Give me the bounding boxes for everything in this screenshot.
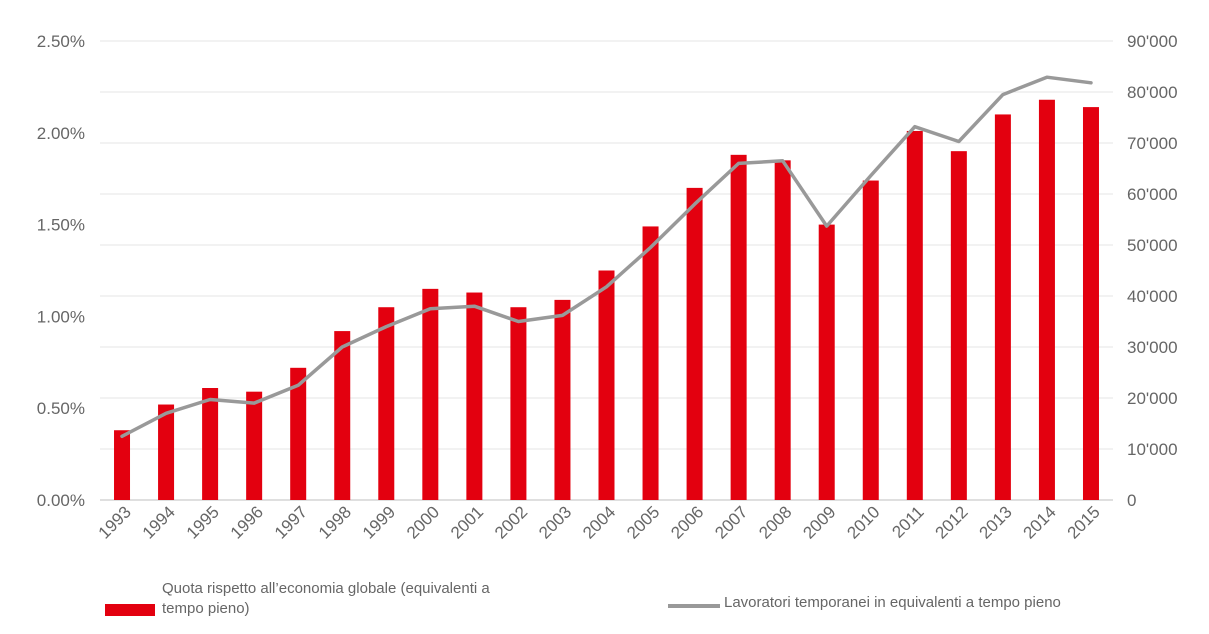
bar <box>1038 99 1055 500</box>
legend-bar-label: Quota rispetto all’economia globale (equ… <box>162 579 622 619</box>
x-axis-tick-label: 2001 <box>447 502 487 542</box>
bar <box>378 307 395 500</box>
left-y-axis: 0.00% 0.50% 1.00% 1.50% 2.00% 2.50% <box>37 32 85 510</box>
x-axis-tick-label: 2007 <box>711 502 751 542</box>
x-axis-tick-label: 1999 <box>359 502 399 542</box>
bar <box>246 391 263 500</box>
x-axis-tick-label: 2008 <box>755 502 795 542</box>
bar <box>422 288 439 500</box>
right-y-axis: 0 10'000 20'000 30'000 40'000 50'000 60'000 70'… <box>1127 32 1178 510</box>
bar <box>290 367 307 500</box>
bar <box>202 388 219 500</box>
x-axis-tick-label: 2000 <box>403 502 443 542</box>
x-axis-tick-label: 1994 <box>139 502 179 542</box>
x-axis-tick-label: 1996 <box>227 502 267 542</box>
right-axis-tick-label: 70'000 <box>1127 134 1178 153</box>
x-axis-tick-label: 1993 <box>95 502 135 542</box>
left-axis-tick-label: 1.50% <box>37 216 85 235</box>
bar <box>114 430 131 500</box>
bar <box>774 160 791 500</box>
bar <box>730 154 747 500</box>
bar-series <box>114 99 1099 501</box>
left-axis-tick-label: 1.00% <box>37 307 85 326</box>
left-axis-tick-label: 0.00% <box>37 491 85 510</box>
x-axis-tick-label: 1995 <box>183 502 223 542</box>
x-axis-tick-label: 2002 <box>491 502 531 542</box>
bar <box>598 270 615 500</box>
left-axis-tick-label: 2.50% <box>37 32 85 51</box>
x-axis-tick-label: 2010 <box>843 502 883 542</box>
x-axis-tick-label: 2013 <box>976 502 1016 542</box>
bar <box>510 307 527 500</box>
x-axis: 1993 1994 1995 1996 1997 1998 1999 2000 2001 2002… <box>95 502 1104 542</box>
x-axis-tick-label: 2004 <box>579 502 619 542</box>
legend-swatch-line <box>668 604 720 608</box>
bar <box>994 114 1011 500</box>
line-series <box>120 75 1093 439</box>
x-axis-tick-label: 2003 <box>535 502 575 542</box>
bar <box>1082 107 1099 500</box>
bar <box>862 180 879 500</box>
x-axis-tick-label: 2011 <box>888 502 927 541</box>
right-axis-tick-label: 30'000 <box>1127 338 1178 357</box>
bar <box>642 226 659 500</box>
legend-bar-label-line2: tempo pieno) <box>162 600 250 617</box>
bar <box>906 130 923 501</box>
x-axis-tick-label: 2015 <box>1064 502 1104 542</box>
x-axis-tick-label: 2012 <box>931 502 971 542</box>
bar <box>818 224 835 500</box>
left-axis-tick-label: 0.50% <box>37 399 85 418</box>
right-axis-tick-label: 90'000 <box>1127 32 1178 51</box>
right-axis-tick-label: 40'000 <box>1127 287 1178 306</box>
legend-line-label: Lavoratori temporanei in equivalenti a t… <box>724 594 1061 611</box>
bar <box>950 151 967 500</box>
right-axis-tick-label: 50'000 <box>1127 236 1178 255</box>
bar <box>466 292 483 500</box>
left-axis-tick-label: 2.00% <box>37 124 85 143</box>
right-axis-tick-label: 20'000 <box>1127 389 1178 408</box>
right-axis-tick-label: 80'000 <box>1127 83 1178 102</box>
x-axis-tick-label: 1997 <box>271 502 311 542</box>
x-axis-tick-label: 2005 <box>623 502 663 542</box>
bar <box>334 331 351 500</box>
right-axis-tick-label: 60'000 <box>1127 185 1178 204</box>
series-line <box>120 75 1093 439</box>
legend-bar-label-line1: Quota rispetto all’economia globale (equ… <box>162 580 490 597</box>
right-axis-tick-label: 10'000 <box>1127 440 1178 459</box>
bar <box>554 299 571 500</box>
legend-swatch-bar <box>105 604 155 616</box>
bar <box>158 404 175 500</box>
right-axis-tick-label: 0 <box>1127 491 1136 510</box>
x-axis-tick-label: 2009 <box>799 502 839 542</box>
x-axis-tick-label: 1998 <box>315 502 355 542</box>
x-axis-tick-label: 2014 <box>1020 502 1060 542</box>
bar <box>686 187 703 500</box>
x-axis-tick-label: 2006 <box>667 502 707 542</box>
